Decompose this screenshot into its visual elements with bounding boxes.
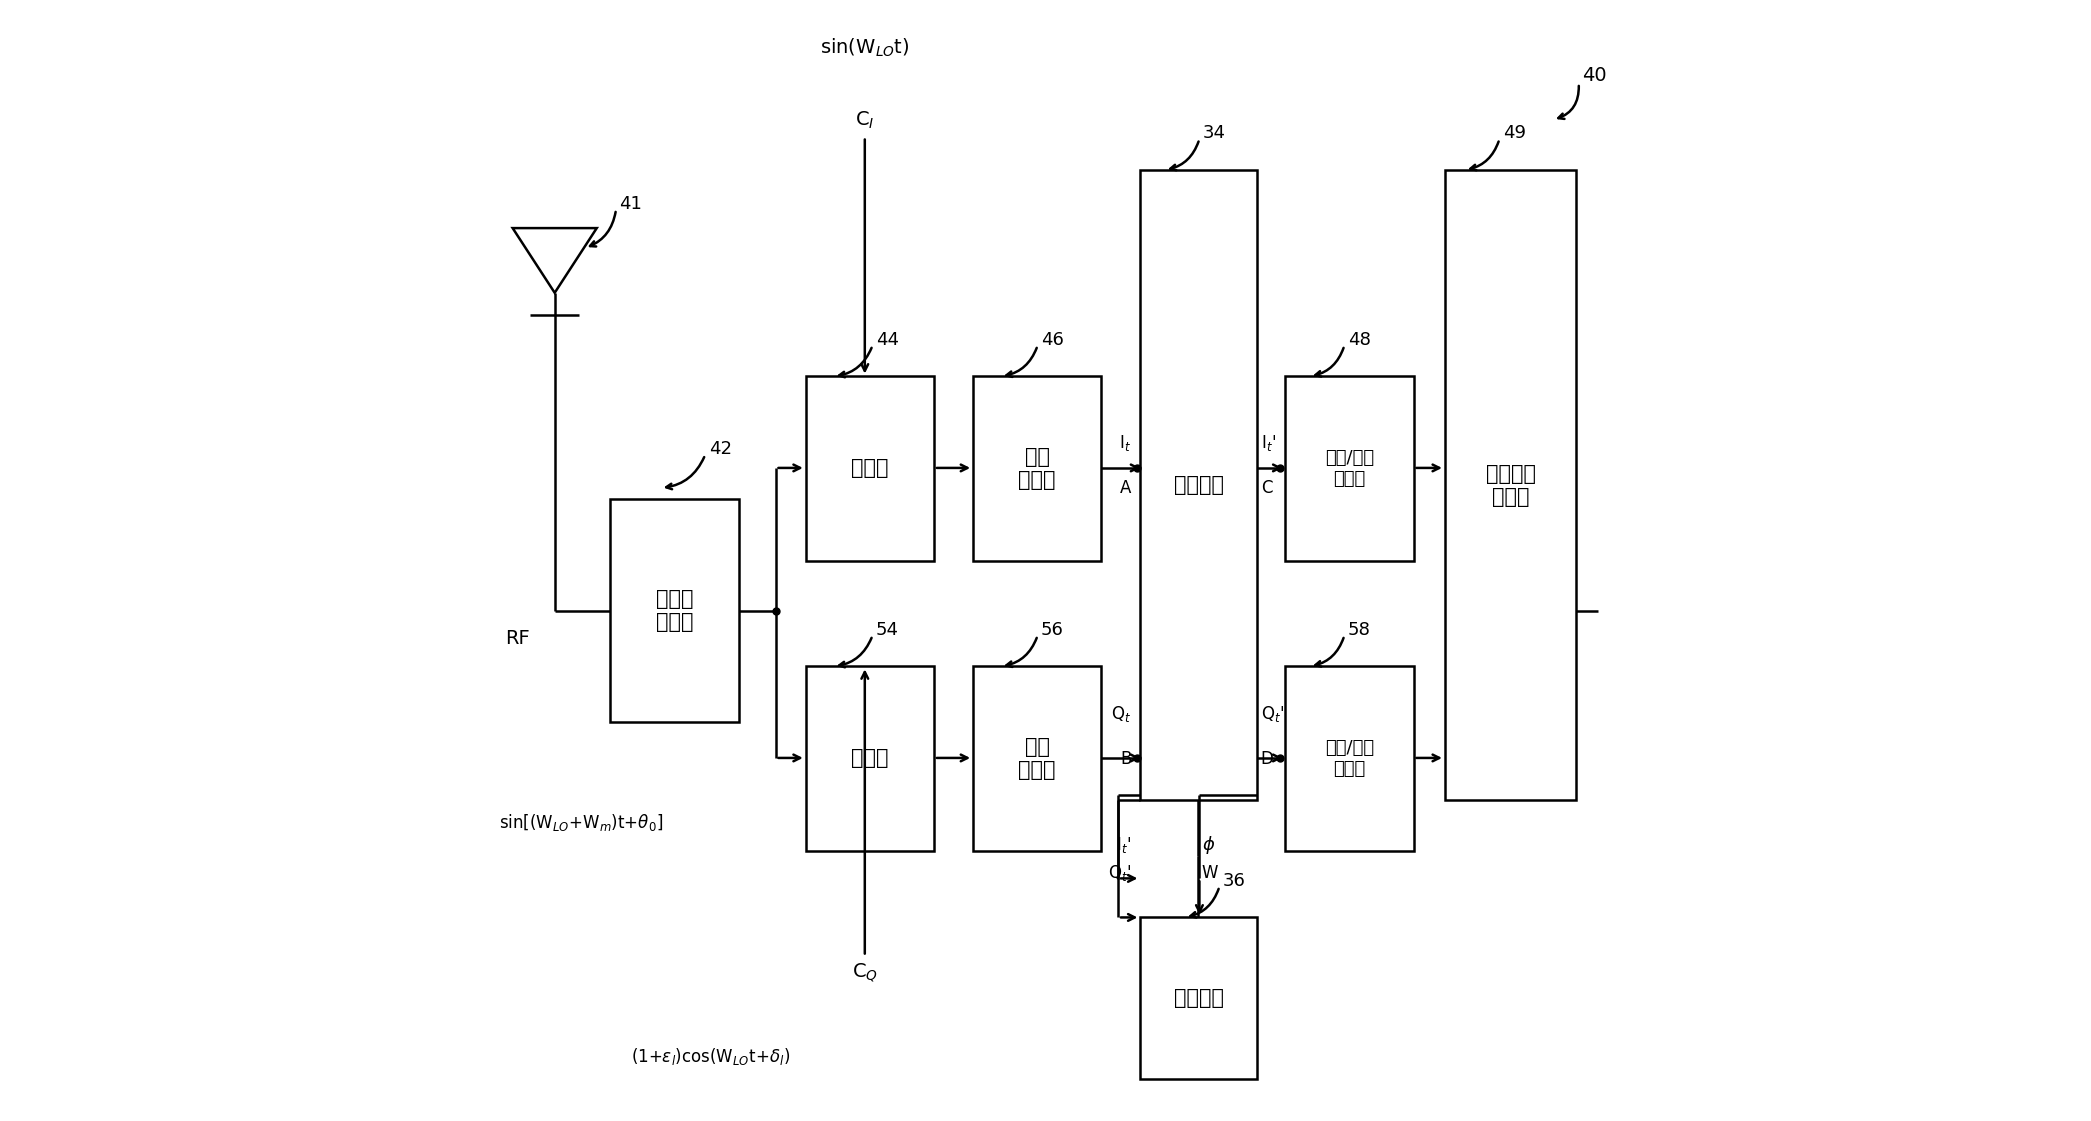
Text: 低通
滤波器: 低通 滤波器 bbox=[1018, 736, 1056, 780]
FancyBboxPatch shape bbox=[1286, 377, 1414, 560]
Text: 58: 58 bbox=[1349, 621, 1372, 639]
Text: 44: 44 bbox=[876, 331, 899, 349]
Text: C: C bbox=[1261, 479, 1271, 497]
Text: (1+$\varepsilon$$_l$)cos(W$_{LO}$t+$\delta$$_l$): (1+$\varepsilon$$_l$)cos(W$_{LO}$t+$\del… bbox=[631, 1046, 790, 1067]
Text: 49: 49 bbox=[1503, 124, 1526, 142]
Text: RF: RF bbox=[506, 629, 531, 648]
Text: W: W bbox=[1202, 864, 1219, 882]
FancyBboxPatch shape bbox=[972, 377, 1102, 560]
Text: 48: 48 bbox=[1349, 331, 1372, 349]
FancyBboxPatch shape bbox=[1140, 917, 1257, 1080]
Text: 46: 46 bbox=[1041, 331, 1064, 349]
Text: 混频器: 混频器 bbox=[851, 458, 889, 479]
Text: 40: 40 bbox=[1583, 66, 1606, 85]
FancyBboxPatch shape bbox=[1286, 667, 1414, 851]
Text: Q$_t$': Q$_t$' bbox=[1108, 863, 1131, 883]
FancyBboxPatch shape bbox=[805, 667, 935, 851]
Text: 54: 54 bbox=[876, 621, 899, 639]
Text: 数字信号
处理器: 数字信号 处理器 bbox=[1485, 464, 1535, 507]
FancyBboxPatch shape bbox=[805, 377, 935, 560]
Text: I$_t$': I$_t$' bbox=[1117, 835, 1131, 855]
Text: A: A bbox=[1121, 479, 1131, 497]
Text: $\phi$: $\phi$ bbox=[1202, 834, 1215, 856]
Text: 41: 41 bbox=[619, 195, 642, 213]
FancyBboxPatch shape bbox=[1140, 170, 1257, 800]
Text: I$_t$': I$_t$' bbox=[1261, 434, 1276, 453]
Text: I$_t$: I$_t$ bbox=[1119, 434, 1131, 453]
Text: Q$_t$': Q$_t$' bbox=[1261, 704, 1284, 724]
Text: sin(W$_{LO}$t): sin(W$_{LO}$t) bbox=[820, 36, 910, 58]
Text: 低通
滤波器: 低通 滤波器 bbox=[1018, 447, 1056, 490]
Text: 运算单元: 运算单元 bbox=[1173, 989, 1223, 1008]
Text: C$_Q$: C$_Q$ bbox=[851, 962, 878, 984]
Text: 校正单元: 校正单元 bbox=[1173, 475, 1223, 495]
FancyBboxPatch shape bbox=[972, 667, 1102, 851]
Text: D: D bbox=[1261, 750, 1273, 768]
Text: 42: 42 bbox=[709, 439, 732, 458]
Text: 模拟/数字
转换器: 模拟/数字 转换器 bbox=[1326, 450, 1374, 488]
Text: 56: 56 bbox=[1041, 621, 1064, 639]
FancyBboxPatch shape bbox=[611, 499, 738, 722]
Text: C$_I$: C$_I$ bbox=[855, 109, 874, 130]
Text: B: B bbox=[1121, 750, 1131, 768]
FancyBboxPatch shape bbox=[1445, 170, 1577, 800]
Text: 模拟/数字
转换器: 模拟/数字 转换器 bbox=[1326, 739, 1374, 778]
Text: sin[(W$_{LO}$+W$_m$)t+$\theta$$_0$]: sin[(W$_{LO}$+W$_m$)t+$\theta$$_0$] bbox=[500, 812, 663, 833]
Text: 低噪声
放大器: 低噪声 放大器 bbox=[657, 590, 694, 632]
Text: 34: 34 bbox=[1202, 124, 1225, 142]
Text: Q$_t$: Q$_t$ bbox=[1110, 704, 1131, 724]
Text: 混频器: 混频器 bbox=[851, 749, 889, 769]
Text: 36: 36 bbox=[1223, 872, 1246, 890]
